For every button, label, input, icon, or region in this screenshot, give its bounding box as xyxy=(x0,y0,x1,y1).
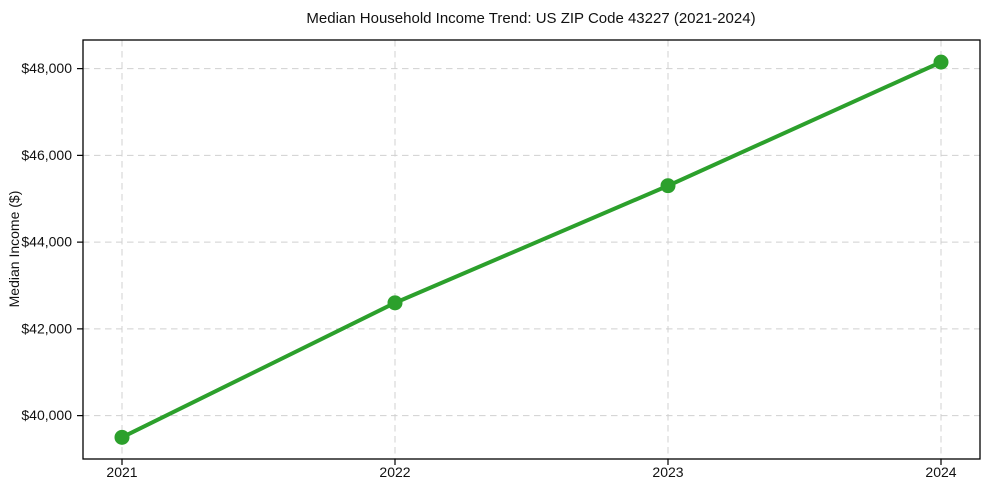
x-tick-label: 2021 xyxy=(106,464,137,480)
grid-layer xyxy=(83,40,980,459)
data-point-marker xyxy=(660,178,676,194)
y-axis-label: Median Income ($) xyxy=(6,191,22,308)
x-tick-label: 2023 xyxy=(652,464,683,480)
data-point-marker xyxy=(387,295,403,311)
data-point-marker xyxy=(114,429,130,445)
y-tick-label: $44,000 xyxy=(21,234,72,250)
x-tick-label: 2024 xyxy=(925,464,956,480)
y-tick-label: $46,000 xyxy=(21,147,72,163)
x-tick-label: 2022 xyxy=(379,464,410,480)
tick-label-layer: $40,000 $42,000 $44,000 $46,000 $48,000 2021 2… xyxy=(21,60,956,480)
series-layer xyxy=(114,54,949,445)
tick-layer xyxy=(77,68,942,465)
chart-title: Median Household Income Trend: US ZIP Co… xyxy=(306,10,755,27)
data-point-marker xyxy=(933,54,949,70)
y-tick-label: $48,000 xyxy=(21,60,72,76)
plot-border xyxy=(82,39,981,460)
trend-line xyxy=(120,60,943,440)
y-tick-label: $42,000 xyxy=(21,320,72,336)
y-tick-label: $40,000 xyxy=(21,407,72,423)
